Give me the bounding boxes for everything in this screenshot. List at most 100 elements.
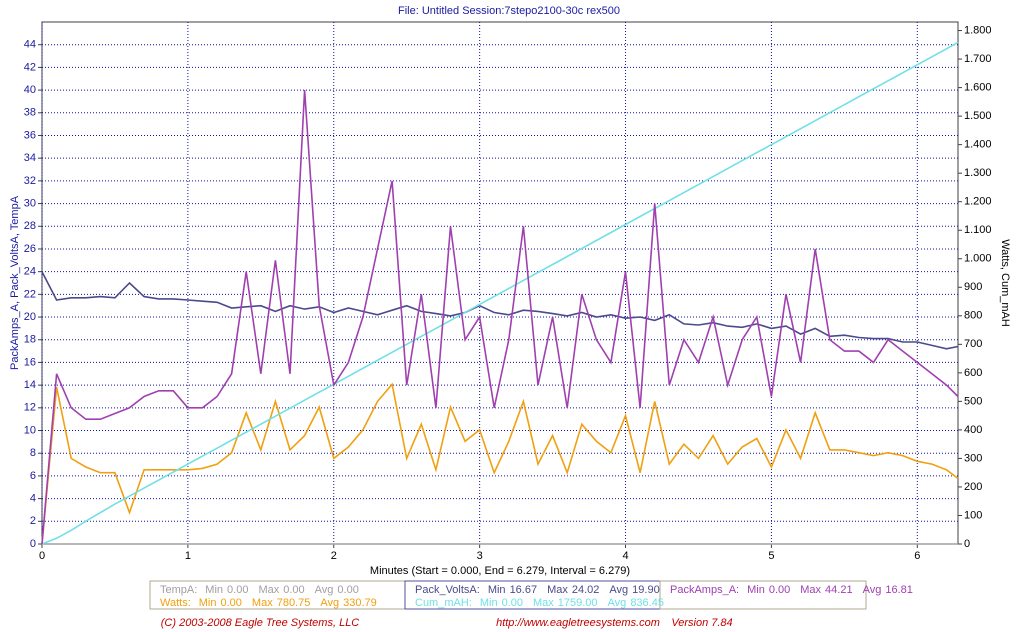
y-tick-label: 34 bbox=[24, 152, 36, 164]
legend-stat-label: Min bbox=[747, 584, 765, 596]
legend-entry: TempA: Min 0.00 Max 0.00 Avg 0.00 bbox=[160, 584, 359, 596]
y-tick-label: 14 bbox=[24, 379, 36, 391]
y2-tick-label: 200 bbox=[964, 481, 982, 493]
legend-stat-value: 44.21 bbox=[825, 584, 853, 596]
y2-tick-label: 300 bbox=[964, 452, 982, 464]
legend-stat-value: 0.00 bbox=[769, 584, 790, 596]
x-tick-label: 6 bbox=[914, 550, 920, 562]
y-tick-label: 22 bbox=[24, 288, 36, 300]
y2-tick-label: 1.800 bbox=[964, 24, 992, 36]
y-tick-label: 30 bbox=[24, 197, 36, 209]
chart-title: File: Untitled Session:7stepo2100-30c re… bbox=[398, 5, 620, 17]
y2-tick-label: 1.000 bbox=[964, 253, 992, 265]
y-tick-label: 24 bbox=[24, 266, 36, 278]
footer-version: Version 7.84 bbox=[671, 617, 732, 629]
legend-entry: PackAmps_A: Min 0.00 Max 44.21 Avg 16.81 bbox=[670, 584, 913, 596]
y2-tick-label: 1.300 bbox=[964, 167, 992, 179]
y-tick-label: 8 bbox=[30, 447, 36, 459]
legend-stat-label: Avg bbox=[608, 597, 627, 609]
y-tick-label: 4 bbox=[30, 493, 36, 505]
y-tick-label: 28 bbox=[24, 220, 36, 232]
x-tick-label: 0 bbox=[39, 550, 45, 562]
legend-entry: Cum_mAH: Min 0.00 Max 1759.00 Avg 836.45 bbox=[415, 597, 664, 609]
y2-tick-label: 900 bbox=[964, 281, 982, 293]
y2-tick-label: 1.200 bbox=[964, 196, 992, 208]
legend-stat-value: 0.00 bbox=[502, 597, 523, 609]
legend-stat-label: Min bbox=[205, 584, 223, 596]
legend-stat-value: 0.00 bbox=[337, 584, 358, 596]
x-tick-label: 5 bbox=[768, 550, 774, 562]
x-tick-label: 2 bbox=[331, 550, 337, 562]
legend-stat-value: 24.02 bbox=[572, 584, 600, 596]
y-tick-label: 2 bbox=[30, 515, 36, 527]
y-tick-label: 42 bbox=[24, 61, 36, 73]
legend-stat-label: Avg bbox=[315, 584, 334, 596]
legend-stat-label: Min bbox=[199, 597, 217, 609]
y-axis-label: PackAmps_A, Pack_VoltsA, TempA bbox=[9, 195, 21, 370]
legend-stat-label: Max bbox=[800, 584, 821, 596]
legend-stat-label: Avg bbox=[320, 597, 339, 609]
legend-stat-label: Max bbox=[533, 597, 554, 609]
footer-copyright: (C) 2003-2008 Eagle Tree Systems, LLC bbox=[161, 617, 360, 629]
x-tick-label: 3 bbox=[477, 550, 483, 562]
legend-stat-value: 0.00 bbox=[221, 597, 242, 609]
y-tick-label: 40 bbox=[24, 84, 36, 96]
legend-name: Watts: bbox=[160, 597, 191, 609]
series-line bbox=[41, 271, 959, 350]
y-tick-label: 36 bbox=[24, 129, 36, 141]
legend-stat-label: Max bbox=[258, 584, 279, 596]
y-tick-label: 38 bbox=[24, 107, 36, 119]
y2-tick-label: 800 bbox=[964, 310, 982, 322]
y2-tick-label: 1.500 bbox=[964, 110, 992, 122]
legend-stat-label: Max bbox=[252, 597, 273, 609]
footer-url: http://www.eagletreesystems.com bbox=[496, 617, 660, 629]
series-line bbox=[41, 41, 959, 545]
y2-tick-label: 600 bbox=[964, 367, 982, 379]
series-line bbox=[41, 90, 959, 545]
y2-tick-label: 0 bbox=[964, 538, 970, 550]
y-tick-label: 10 bbox=[24, 424, 36, 436]
legend-name: Cum_mAH: bbox=[415, 597, 472, 609]
legend-stat-label: Avg bbox=[609, 584, 628, 596]
y2-tick-label: 1.400 bbox=[964, 139, 992, 151]
x-tick-label: 1 bbox=[185, 550, 191, 562]
legend-stat-value: 780.75 bbox=[277, 597, 311, 609]
legend-stat-value: 1759.00 bbox=[558, 597, 598, 609]
y-tick-label: 44 bbox=[24, 39, 36, 51]
y2-tick-label: 1.700 bbox=[964, 53, 992, 65]
y-tick-label: 0 bbox=[30, 538, 36, 550]
legend-stat-value: 836.45 bbox=[630, 597, 664, 609]
y2-axis-label: Watts, Cum_mAH bbox=[999, 239, 1011, 327]
legend-stat-value: 16.81 bbox=[885, 584, 913, 596]
legend-stat-value: 16.67 bbox=[510, 584, 538, 596]
y2-tick-label: 400 bbox=[964, 424, 982, 436]
legend-stat-label: Min bbox=[480, 597, 498, 609]
legend-stat-value: 0.00 bbox=[283, 584, 304, 596]
legend-entry: Watts: Min 0.00 Max 780.75 Avg 330.79 bbox=[160, 597, 377, 609]
y-tick-label: 16 bbox=[24, 356, 36, 368]
legend-name: TempA: bbox=[160, 584, 197, 596]
series-line bbox=[41, 382, 959, 545]
legend-stat-value: 330.79 bbox=[343, 597, 377, 609]
legend-entry: Pack_VoltsA: Min 16.67 Max 24.02 Avg 19.90 bbox=[415, 584, 660, 596]
legend-box bbox=[659, 580, 867, 610]
legend-stat-label: Min bbox=[488, 584, 506, 596]
plot-area bbox=[41, 21, 959, 545]
legend-name: Pack_VoltsA: bbox=[415, 584, 480, 596]
y-tick-label: 32 bbox=[24, 175, 36, 187]
legend-stat-value: 0.00 bbox=[227, 584, 248, 596]
y2-tick-label: 1.100 bbox=[964, 224, 992, 236]
legend-stat-label: Avg bbox=[863, 584, 882, 596]
x-axis-label: Minutes (Start = 0.000, End = 6.279, Int… bbox=[370, 565, 630, 577]
y2-tick-label: 500 bbox=[964, 395, 982, 407]
legend-name: PackAmps_A: bbox=[670, 584, 739, 596]
legend-stat-label: Max bbox=[547, 584, 568, 596]
y-tick-label: 6 bbox=[30, 470, 36, 482]
x-tick-label: 4 bbox=[622, 550, 628, 562]
legend-stat-value: 19.90 bbox=[632, 584, 660, 596]
y-tick-label: 20 bbox=[24, 311, 36, 323]
y2-tick-label: 700 bbox=[964, 338, 982, 350]
y-tick-label: 12 bbox=[24, 402, 36, 414]
y2-tick-label: 100 bbox=[964, 509, 982, 521]
